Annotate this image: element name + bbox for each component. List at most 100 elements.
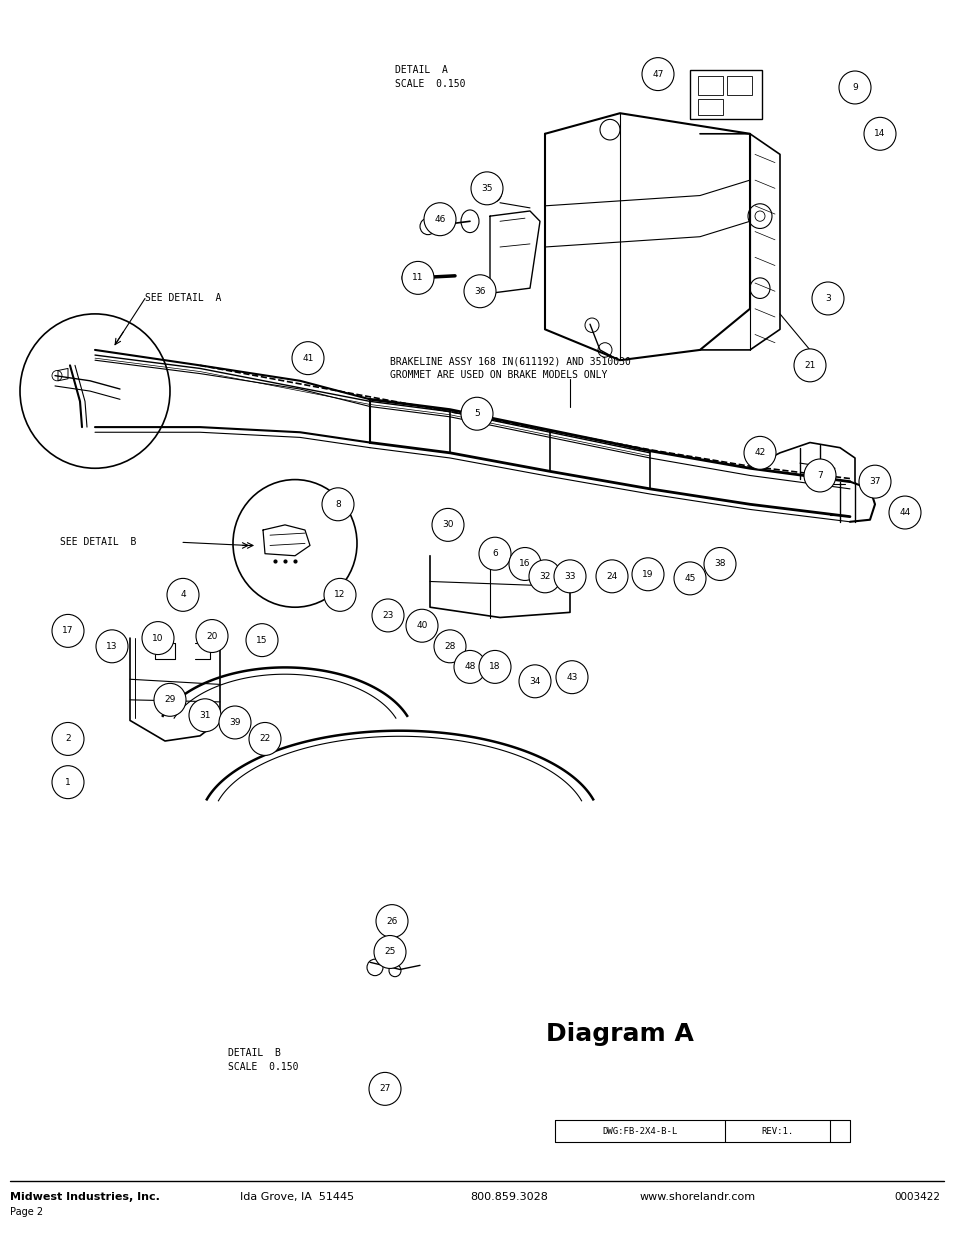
Text: 21: 21 <box>803 361 815 369</box>
Text: 40: 40 <box>416 621 427 630</box>
Circle shape <box>529 559 560 593</box>
Text: 17: 17 <box>62 626 73 635</box>
Circle shape <box>52 614 84 647</box>
Circle shape <box>463 274 496 308</box>
Text: 22: 22 <box>259 735 271 743</box>
Circle shape <box>374 936 406 968</box>
Text: 10: 10 <box>152 634 164 642</box>
Circle shape <box>406 609 437 642</box>
Text: 43: 43 <box>566 673 578 682</box>
Text: 46: 46 <box>434 215 445 224</box>
Bar <box>726 77 751 95</box>
Text: SEE DETAIL  B: SEE DETAIL B <box>60 537 136 547</box>
Circle shape <box>596 559 627 593</box>
Circle shape <box>858 466 890 498</box>
Text: 48: 48 <box>464 662 476 672</box>
Text: Diagram A: Diagram A <box>545 1023 693 1046</box>
Circle shape <box>142 621 173 655</box>
Circle shape <box>471 172 502 205</box>
Circle shape <box>249 722 281 756</box>
Text: 37: 37 <box>868 477 880 487</box>
Text: 45: 45 <box>683 574 695 583</box>
Text: 0003422: 0003422 <box>893 1192 939 1202</box>
Circle shape <box>554 559 585 593</box>
Circle shape <box>703 547 735 580</box>
Text: 38: 38 <box>714 559 725 568</box>
Text: 12: 12 <box>334 590 345 599</box>
Circle shape <box>96 630 128 663</box>
Text: 32: 32 <box>538 572 550 580</box>
Text: 36: 36 <box>474 287 485 295</box>
Bar <box>698 99 722 115</box>
Circle shape <box>375 904 408 937</box>
Text: DETAIL  A
SCALE  0.150: DETAIL A SCALE 0.150 <box>395 65 465 89</box>
Circle shape <box>195 620 228 652</box>
Circle shape <box>838 72 870 104</box>
Text: 1: 1 <box>65 778 71 787</box>
Text: 15: 15 <box>256 636 268 645</box>
Circle shape <box>246 624 277 657</box>
Circle shape <box>478 651 511 683</box>
Text: 27: 27 <box>379 1084 391 1093</box>
Circle shape <box>52 766 84 799</box>
Text: 4: 4 <box>180 590 186 599</box>
Text: 44: 44 <box>899 508 910 517</box>
Circle shape <box>454 651 485 683</box>
Text: 800.859.3028: 800.859.3028 <box>470 1192 547 1202</box>
Text: 14: 14 <box>873 130 884 138</box>
Text: 13: 13 <box>106 642 117 651</box>
Text: Page 2: Page 2 <box>10 1208 43 1218</box>
Circle shape <box>153 683 186 716</box>
Circle shape <box>432 509 463 541</box>
Circle shape <box>743 436 775 469</box>
Text: 11: 11 <box>412 273 423 283</box>
Text: Ida Grove, IA  51445: Ida Grove, IA 51445 <box>240 1192 354 1202</box>
Text: 8: 8 <box>335 500 340 509</box>
Text: 42: 42 <box>754 448 765 457</box>
Circle shape <box>888 496 920 529</box>
Text: 18: 18 <box>489 662 500 672</box>
Circle shape <box>811 282 843 315</box>
Circle shape <box>292 342 324 374</box>
Text: 2: 2 <box>65 735 71 743</box>
Circle shape <box>793 350 825 382</box>
Circle shape <box>167 578 199 611</box>
Text: 3: 3 <box>824 294 830 303</box>
Text: 23: 23 <box>382 611 394 620</box>
Text: 31: 31 <box>199 711 211 720</box>
Text: 26: 26 <box>386 916 397 925</box>
Text: Midwest Industries, Inc.: Midwest Industries, Inc. <box>10 1192 160 1202</box>
Text: 34: 34 <box>529 677 540 685</box>
Text: 24: 24 <box>606 572 617 580</box>
Text: 7: 7 <box>817 471 822 480</box>
Circle shape <box>556 661 587 694</box>
Text: 33: 33 <box>563 572 576 580</box>
Circle shape <box>322 488 354 521</box>
Circle shape <box>369 1072 400 1105</box>
Circle shape <box>423 203 456 236</box>
Text: 9: 9 <box>851 83 857 91</box>
Text: 6: 6 <box>492 550 497 558</box>
Circle shape <box>641 58 673 90</box>
Text: 47: 47 <box>652 69 663 79</box>
Circle shape <box>509 547 540 580</box>
Text: 19: 19 <box>641 569 653 579</box>
Circle shape <box>434 630 465 663</box>
Bar <box>698 77 722 95</box>
Circle shape <box>401 262 434 294</box>
Circle shape <box>219 706 251 739</box>
Circle shape <box>189 699 221 731</box>
Text: 25: 25 <box>384 947 395 956</box>
Text: 39: 39 <box>229 718 240 727</box>
Circle shape <box>372 599 403 632</box>
Text: REV:1.: REV:1. <box>760 1126 793 1135</box>
Text: www.shorelandr.com: www.shorelandr.com <box>639 1192 756 1202</box>
Text: 16: 16 <box>518 559 530 568</box>
Circle shape <box>673 562 705 595</box>
Text: SEE DETAIL  A: SEE DETAIL A <box>145 294 221 304</box>
Text: 20: 20 <box>206 631 217 641</box>
Text: 35: 35 <box>480 184 493 193</box>
Bar <box>689 70 761 120</box>
Text: DETAIL  B
SCALE  0.150: DETAIL B SCALE 0.150 <box>228 1047 298 1072</box>
Text: 5: 5 <box>474 409 479 419</box>
